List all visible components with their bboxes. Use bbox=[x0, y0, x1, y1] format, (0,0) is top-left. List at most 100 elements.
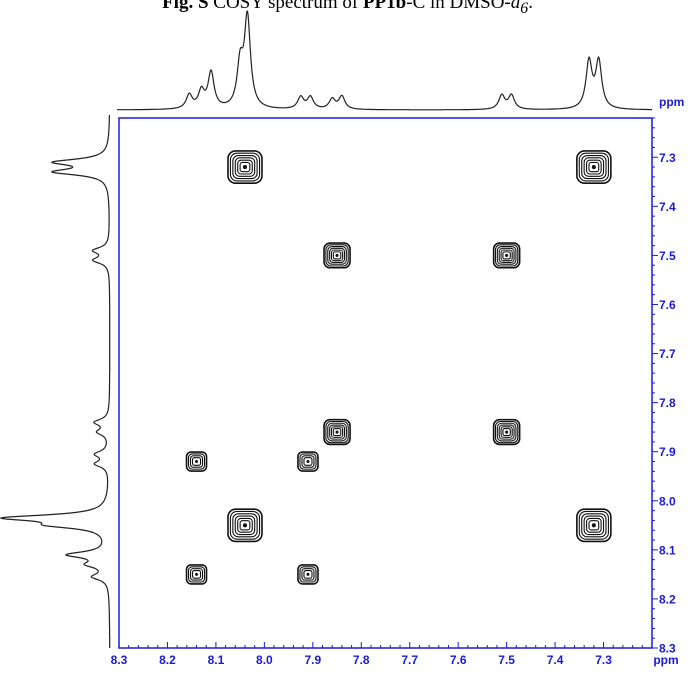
left-1d-projection bbox=[0, 115, 111, 648]
contour-line bbox=[239, 161, 251, 173]
figure-caption: Fig. S COSY spectrum of PP1b-C in DMSO-d… bbox=[0, 0, 695, 18]
y-tick-label: 8.3 bbox=[659, 642, 676, 656]
contour-line bbox=[332, 251, 342, 260]
contour-core bbox=[306, 572, 310, 576]
contour-line bbox=[303, 457, 313, 466]
contour-line bbox=[583, 515, 605, 536]
top-1d-projection bbox=[116, 10, 652, 111]
contour-line bbox=[578, 152, 609, 182]
contour-line bbox=[332, 427, 342, 437]
x-tick-label: 7.9 bbox=[304, 653, 321, 667]
contour-line bbox=[498, 247, 515, 264]
x-tick-label: 7.3 bbox=[595, 653, 612, 667]
x-tick-label: 8.1 bbox=[208, 653, 225, 667]
y-tick-label: 8.1 bbox=[659, 543, 676, 557]
contour-core bbox=[306, 460, 310, 464]
contour-line bbox=[185, 451, 208, 472]
contour-line bbox=[232, 513, 258, 538]
contour-line bbox=[234, 157, 256, 177]
x-tick-label: 7.5 bbox=[498, 653, 515, 667]
contour-line bbox=[329, 424, 346, 440]
contour-line bbox=[187, 566, 206, 583]
cross-peak bbox=[576, 508, 612, 543]
contour-line bbox=[502, 427, 511, 437]
contour-core bbox=[195, 460, 199, 464]
contour-line bbox=[297, 451, 319, 472]
x-tick-label: 7.8 bbox=[353, 653, 370, 667]
contour-line bbox=[191, 570, 202, 579]
contour-core bbox=[195, 572, 199, 576]
contour-line bbox=[496, 422, 517, 442]
y-tick-label: 7.7 bbox=[659, 347, 676, 361]
caption-text-2: -C in DMSO- bbox=[406, 0, 511, 13]
contour-line bbox=[237, 517, 253, 533]
cross-peak bbox=[323, 418, 351, 446]
cross-peak bbox=[227, 150, 263, 185]
cross-peak bbox=[297, 564, 319, 585]
contour-line bbox=[191, 457, 202, 466]
y-axis: 7.3 7.4 7.5 7.6 7.7 7.8 7.9 8.0 8.1 8.2 8.3 bbox=[652, 117, 676, 656]
contour-line bbox=[237, 159, 253, 175]
contour-line bbox=[299, 453, 317, 470]
contour-core bbox=[335, 253, 339, 257]
contour-line bbox=[227, 508, 263, 543]
y-tick-label: 7.4 bbox=[659, 200, 676, 214]
contour-line bbox=[492, 418, 521, 446]
cross-peak bbox=[323, 242, 351, 269]
contour-core bbox=[505, 253, 509, 257]
x-tick-label: 7.6 bbox=[450, 653, 467, 667]
x-tick-label: 7.4 bbox=[547, 653, 564, 667]
cross-peak bbox=[576, 150, 612, 185]
contour-line bbox=[229, 510, 261, 540]
caption-end: . bbox=[528, 0, 533, 13]
contour-line bbox=[588, 161, 600, 173]
x-tick-label: 8.3 bbox=[111, 653, 128, 667]
contour-line bbox=[496, 246, 517, 265]
y-tick-label: 7.3 bbox=[659, 151, 676, 165]
contour-line bbox=[581, 154, 607, 180]
contour-line bbox=[185, 564, 208, 585]
contour-line bbox=[227, 150, 263, 185]
cross-peak bbox=[185, 451, 208, 472]
contour-line bbox=[581, 513, 607, 538]
x-tick-label: 7.7 bbox=[401, 653, 418, 667]
contour-line bbox=[239, 520, 251, 531]
contour-line bbox=[327, 422, 347, 442]
y-axis-unit-label: ppm bbox=[659, 95, 684, 109]
contour-core bbox=[505, 430, 509, 434]
contour-line bbox=[586, 159, 602, 175]
caption-solvent-d: d bbox=[510, 0, 521, 13]
contour-line bbox=[492, 242, 521, 269]
contour-line bbox=[583, 157, 605, 177]
cross-peak bbox=[492, 242, 521, 269]
caption-compound: PP1b bbox=[362, 0, 407, 13]
contour-line bbox=[327, 246, 347, 265]
contour-line bbox=[325, 420, 349, 444]
contour-line bbox=[500, 249, 513, 262]
contour-line bbox=[576, 150, 612, 185]
contour-line bbox=[297, 564, 319, 585]
cross-peak bbox=[492, 418, 521, 446]
contour-line bbox=[576, 508, 612, 543]
contour-line bbox=[494, 420, 519, 444]
contour-line bbox=[301, 455, 315, 468]
contour-line bbox=[234, 515, 256, 536]
contour-line bbox=[586, 517, 602, 533]
contour-line bbox=[330, 426, 344, 438]
contour-core bbox=[335, 430, 339, 434]
contour-line bbox=[502, 251, 511, 260]
contour-line bbox=[330, 249, 344, 262]
x-tick-label: 8.2 bbox=[159, 653, 176, 667]
contour-line bbox=[588, 520, 600, 531]
contour-line bbox=[500, 426, 513, 438]
caption-text-1: COSY spectrum of bbox=[213, 0, 363, 13]
cross-peak bbox=[185, 564, 208, 585]
contour-line bbox=[187, 453, 206, 470]
contour-line bbox=[189, 455, 204, 468]
x-tick-label: 8.0 bbox=[256, 653, 273, 667]
contour-line bbox=[494, 244, 519, 267]
y-tick-label: 7.8 bbox=[659, 396, 676, 410]
y-tick-label: 7.5 bbox=[659, 249, 676, 263]
contour-line bbox=[323, 242, 351, 269]
contour-line bbox=[303, 570, 313, 579]
